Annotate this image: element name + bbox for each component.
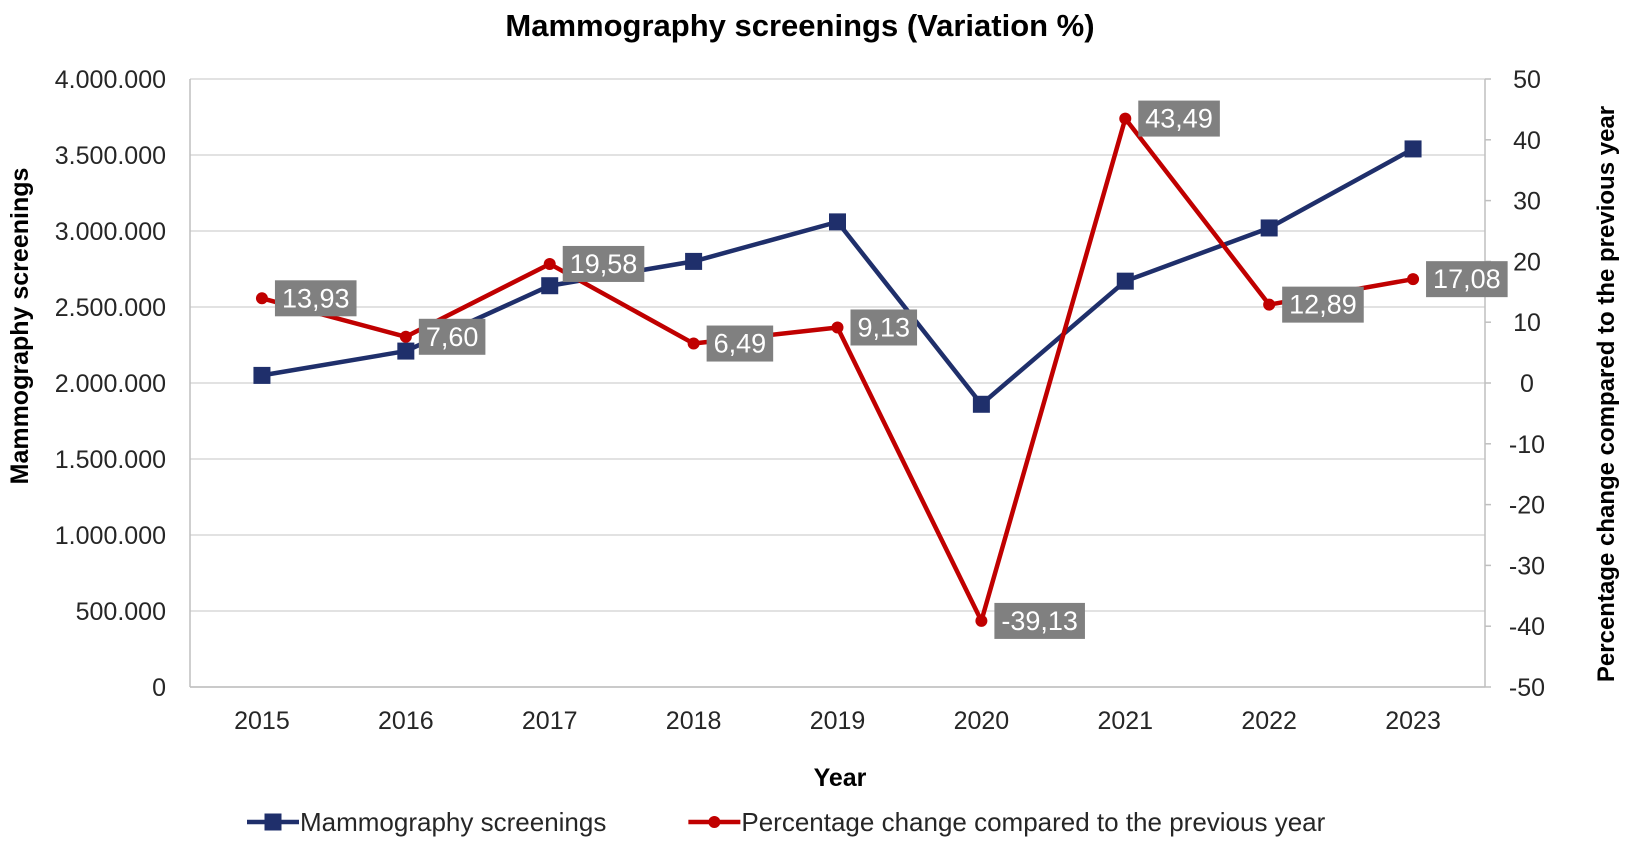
x-tick-label: 2016 — [378, 707, 434, 735]
data-label: 9,13 — [850, 309, 918, 346]
series-line — [261, 116, 1414, 624]
data-label-box — [1426, 261, 1508, 298]
x-axis-title: Year — [814, 764, 867, 792]
chart-title: Mammography screenings (Variation %) — [505, 8, 1094, 43]
data-label-box — [706, 325, 774, 362]
data-label: -39,13 — [994, 602, 1085, 639]
y-tick-label: 3.000.000 — [55, 218, 166, 246]
data-point — [972, 395, 990, 413]
data-label-text: 7,60 — [426, 322, 479, 352]
y2-tick-label: -20 — [1509, 492, 1545, 520]
data-point — [1116, 272, 1134, 290]
data-point — [255, 292, 268, 305]
percentage-change-series — [255, 112, 1420, 627]
data-label: 13,93 — [274, 280, 357, 317]
data-label-box — [562, 245, 645, 282]
legend-marker — [708, 816, 721, 828]
y2-tick-label: 30 — [1513, 188, 1541, 216]
y-tick-label: 1.500.000 — [55, 446, 166, 474]
data-label-box — [850, 309, 918, 346]
data-point — [1407, 273, 1420, 286]
data-point — [829, 213, 846, 231]
data-point — [1263, 298, 1276, 311]
data-point — [397, 342, 415, 360]
data-label: 17,08 — [1426, 261, 1508, 298]
data-point — [1404, 140, 1422, 158]
x-tick-label: 2023 — [1385, 707, 1441, 735]
y2-tick-label: -50 — [1509, 674, 1545, 702]
data-label-box — [1138, 100, 1220, 137]
data-label-box — [418, 318, 486, 355]
y2-tick-label: 10 — [1513, 309, 1541, 337]
data-label-text: 12,89 — [1289, 290, 1357, 320]
data-label-text: 13,93 — [282, 283, 350, 313]
x-tick-label: 2021 — [1097, 707, 1153, 735]
y-tick-label: 2.000.000 — [55, 370, 166, 398]
legend-label: Mammography screenings — [300, 807, 606, 837]
data-point — [543, 257, 556, 270]
y-tick-label: 2.500.000 — [55, 294, 166, 322]
x-tick-label: 2017 — [522, 707, 578, 735]
y-tick-label: 3.500.000 — [55, 142, 166, 170]
data-point — [687, 337, 700, 350]
y2-axis-title: Percentage change compared to the previo… — [1593, 106, 1620, 682]
data-label-text: -39,13 — [1001, 606, 1078, 636]
data-point — [1119, 112, 1132, 125]
data-label: 6,49 — [706, 325, 774, 362]
x-tick-label: 2022 — [1241, 707, 1297, 735]
y-tick-label: 1.000.000 — [55, 522, 166, 550]
legend-item-percentage-change: Percentage change compared to the previo… — [688, 807, 1326, 837]
y-tick-label: 500.000 — [76, 598, 166, 626]
data-label-text: 6,49 — [714, 329, 767, 359]
data-point — [1260, 219, 1278, 237]
y-tick-label: 0 — [152, 674, 166, 702]
data-label: 12,89 — [1282, 286, 1364, 323]
legend-label: Percentage change compared to the previo… — [741, 807, 1325, 837]
data-label: 43,49 — [1138, 100, 1220, 137]
y2-tick-label: 40 — [1513, 127, 1541, 155]
x-tick-label: 2019 — [810, 707, 866, 735]
legend-marker — [264, 813, 282, 831]
data-label: 7,60 — [418, 318, 486, 355]
left-axis-ticks: 0 500.000 1.000.000 1.500.000 2.000.000 2.500… — [55, 66, 166, 702]
data-point — [685, 252, 703, 270]
series — [253, 112, 1422, 627]
data-label: 19,58 — [562, 245, 645, 282]
right-axis-ticks: -50 -40 -30 -20 -10 0 10 20 30 40 50 — [1485, 66, 1545, 702]
x-tick-label: 2020 — [954, 707, 1010, 735]
data-label-text: 19,58 — [570, 249, 638, 279]
y2-tick-label: -10 — [1509, 431, 1545, 459]
y2-tick-label: 0 — [1520, 370, 1534, 398]
y2-tick-label: 50 — [1513, 66, 1541, 94]
data-point — [975, 614, 988, 627]
data-point — [253, 366, 271, 384]
data-point — [399, 330, 412, 343]
data-label-box — [994, 602, 1085, 639]
data-label-text: 43,49 — [1145, 104, 1213, 134]
y-axis-title: Mammography screenings — [6, 168, 34, 485]
y2-tick-label: -40 — [1509, 613, 1545, 641]
data-label-box — [274, 280, 357, 317]
legend: Mammography screenings Percentage change … — [247, 807, 1326, 837]
data-label-box — [1282, 286, 1364, 323]
data-point — [541, 277, 559, 295]
x-tick-label: 2015 — [234, 707, 290, 735]
y-tick-label: 4.000.000 — [55, 66, 166, 94]
x-axis-ticks: 2015 2016 2017 2018 2019 2020 2021 2022 2023 — [234, 707, 1441, 735]
data-label-text: 9,13 — [858, 312, 911, 342]
x-tick-label: 2018 — [666, 707, 722, 735]
series-line — [261, 146, 1415, 407]
data-label-text: 17,08 — [1433, 264, 1501, 294]
data-point — [831, 321, 844, 334]
y2-tick-label: -30 — [1509, 552, 1545, 580]
y2-tick-label: 20 — [1513, 248, 1541, 276]
data-labels: 13,93 7,60 19,58 6,49 9,13 -39,13 43,49 12,89 17… — [274, 100, 1508, 639]
legend-item-screenings: Mammography screenings — [247, 807, 606, 837]
grid — [190, 78, 1485, 688]
